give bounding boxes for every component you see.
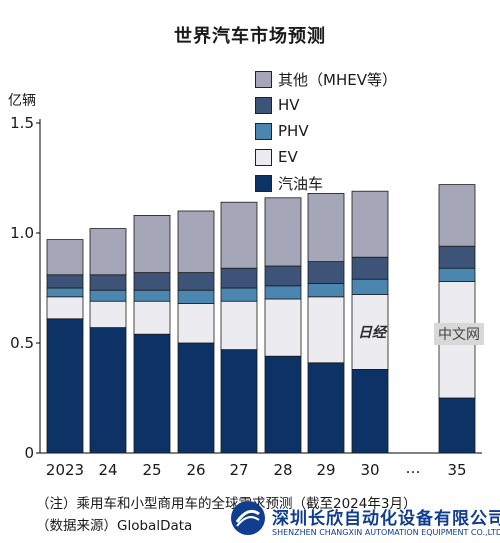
chart-title: 世界汽车市场预测 <box>174 26 326 47</box>
bar-segment <box>46 318 84 454</box>
legend-swatch-gasoline <box>255 174 272 192</box>
bar-segment <box>307 296 345 364</box>
x-tick-label: 26 <box>186 461 205 479</box>
bar-segment <box>264 298 302 357</box>
bar-segment <box>177 302 215 344</box>
bar-segment <box>89 228 127 276</box>
bar-segment <box>351 294 389 370</box>
bar-segment <box>133 272 171 291</box>
legend-item-other: 其他（MHEV等） <box>255 66 397 92</box>
bar-segment <box>438 184 476 247</box>
bar-segment <box>220 300 258 351</box>
y-tick-label: 0 <box>24 444 34 462</box>
bar-segment <box>438 267 476 282</box>
bar-segment <box>264 265 302 287</box>
bar-segment <box>351 190 389 258</box>
bar-segment <box>438 245 476 269</box>
legend-swatch-phv <box>255 122 272 140</box>
bar-segment <box>133 300 171 335</box>
bar-segment <box>220 201 258 269</box>
watermark-ribao: 日经 <box>358 325 386 341</box>
bar-segment <box>351 256 389 280</box>
bar-segment <box>46 239 84 276</box>
bar-segment <box>264 197 302 267</box>
bar-segment <box>46 274 84 289</box>
bar-segment <box>264 355 302 454</box>
company-name: 深圳长欣自动化设备有限公司 <box>272 509 500 529</box>
bar-segment <box>89 274 127 291</box>
bar-segment <box>438 397 476 454</box>
bar-segment <box>89 300 127 329</box>
bar-segment <box>351 278 389 296</box>
company-name-en: SHENZHEN CHANGXIN AUTOMATION EQUIPMENT C… <box>272 528 500 537</box>
bar-segment <box>351 368 389 454</box>
bar-segment <box>177 342 215 454</box>
y-tick-label: 1.0 <box>10 224 34 242</box>
legend-label-phv: PHV <box>278 122 309 140</box>
bar-segment <box>220 349 258 454</box>
legend-label-other: 其他（MHEV等） <box>278 70 397 89</box>
bar-segment <box>133 289 171 302</box>
legend: 其他（MHEV等） HV PHV EV 汽油车 <box>255 66 397 196</box>
bar-segment <box>46 296 84 320</box>
legend-item-ev: EV <box>255 144 397 170</box>
x-axis-gap-ellipsis: … <box>406 459 421 477</box>
x-tick-label: 29 <box>316 461 335 479</box>
x-tick-label: 27 <box>229 461 248 479</box>
x-tick-label: 28 <box>273 461 292 479</box>
footnote-scope: （注）乘用车和小型商用车的全球需求预测（截至2024年3月） <box>36 496 417 512</box>
bar-segment <box>307 283 345 298</box>
bar-segment <box>220 287 258 302</box>
legend-label-ev: EV <box>278 148 298 166</box>
bar-segment <box>177 289 215 304</box>
bar-segment <box>89 327 127 454</box>
legend-swatch-other <box>255 70 272 88</box>
y-axis-unit: 亿辆 <box>8 93 36 109</box>
bar-segment <box>307 362 345 454</box>
x-tick-label: 25 <box>142 461 161 479</box>
bar-segment <box>307 261 345 285</box>
x-tick-label: 24 <box>98 461 117 479</box>
bar-segment <box>220 267 258 289</box>
company-logo-icon <box>231 501 265 535</box>
x-tick-label: 35 <box>447 461 466 479</box>
legend-item-gasoline: 汽油车 <box>255 170 397 196</box>
x-tick-label: 30 <box>360 461 379 479</box>
bar-segment <box>133 333 171 454</box>
bar-segment <box>89 289 127 302</box>
legend-swatch-ev <box>255 148 272 166</box>
legend-swatch-hv <box>255 96 272 114</box>
bar-segment <box>307 192 345 262</box>
y-tick-label: 0.5 <box>10 334 34 352</box>
x-tick-label: 2023 <box>46 461 84 479</box>
bar-segment <box>177 272 215 291</box>
bar-segment <box>46 287 84 298</box>
bar-segment <box>264 285 302 300</box>
bar-segment <box>133 214 171 273</box>
legend-label-gasoline: 汽油车 <box>278 174 324 193</box>
footnote-source: （数据来源）GlobalData <box>36 518 193 534</box>
legend-item-hv: HV <box>255 92 397 118</box>
watermark-zhongwen: 中文网 <box>434 323 484 345</box>
legend-label-hv: HV <box>278 96 300 114</box>
legend-item-phv: PHV <box>255 118 397 144</box>
bar-segment <box>177 210 215 273</box>
y-tick-label: 1.5 <box>10 114 34 132</box>
